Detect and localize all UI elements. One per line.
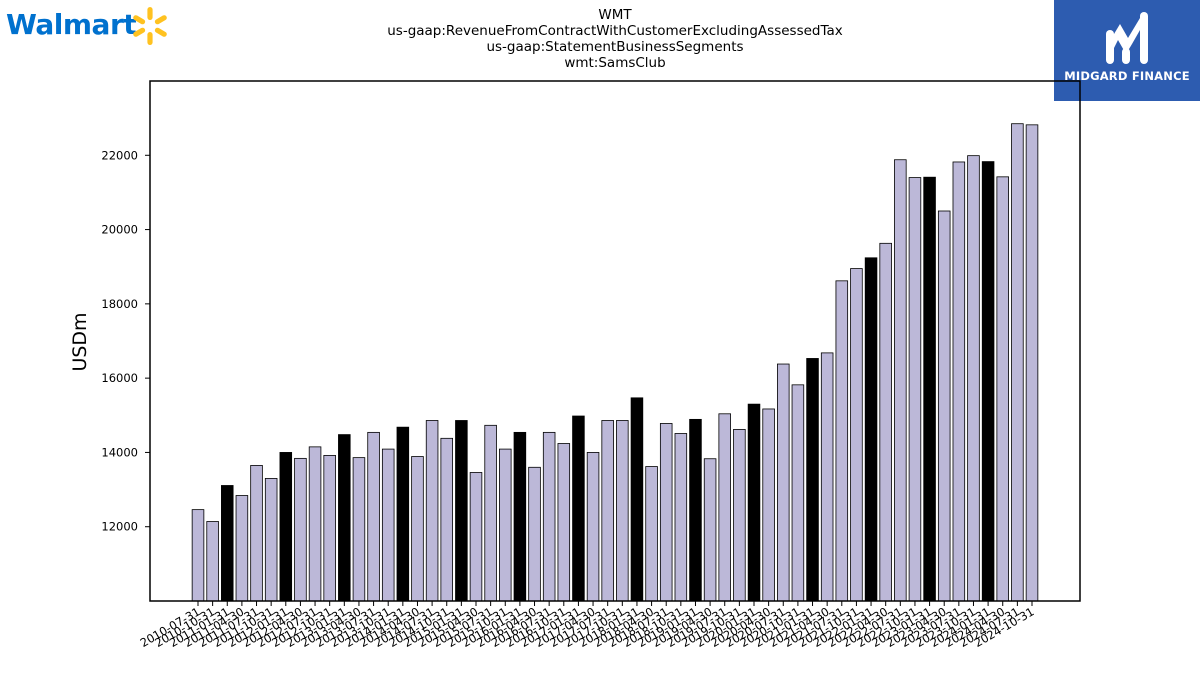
y-tick-label: 18000 — [101, 297, 138, 311]
x-axis: 2010-07-312010-10-312011-01-312011-04-30… — [138, 601, 1037, 650]
plot-frame — [149, 80, 1081, 602]
bar-2018-07-31 — [659, 423, 673, 602]
y-tick-label: 14000 — [101, 445, 138, 459]
bar-2014-04-30 — [411, 456, 424, 602]
bar-2011-04-30 — [235, 495, 249, 602]
bar-2010-07-31 — [191, 509, 205, 602]
y-tick-label: 22000 — [101, 148, 138, 162]
bar-2012-01-31 — [279, 452, 293, 602]
bar-2016-07-31 — [542, 431, 556, 602]
bar-2022-10-31 — [908, 177, 922, 602]
y-axis-label: USDm — [69, 312, 91, 371]
bar-2017-01-31 — [572, 415, 585, 602]
bar-2024-07-31 — [1011, 123, 1024, 602]
bar-2019-01-31 — [689, 418, 702, 602]
bar-2020-10-31 — [791, 384, 805, 602]
bar-2017-04-30 — [586, 452, 600, 602]
bar-2018-04-30 — [645, 466, 658, 602]
bar-2014-10-31 — [440, 437, 453, 602]
bar-2022-04-30 — [879, 242, 892, 602]
bar-2023-01-31 — [923, 176, 936, 602]
bar-2010-10-31 — [206, 521, 219, 602]
chart-title-line-3: us-gaap:StatementBusinessSegments — [486, 39, 744, 55]
bar-2015-01-31 — [455, 420, 468, 602]
bar-2015-10-31 — [499, 448, 512, 602]
bar-2012-07-31 — [308, 446, 322, 602]
bar-2015-04-30 — [469, 472, 483, 602]
y-tick-label: 12000 — [101, 520, 138, 534]
bar-2017-07-31 — [601, 420, 614, 602]
chart-title: WMT us-gaap:RevenueFromContractWithCusto… — [0, 7, 1200, 71]
y-tick-label: 16000 — [101, 371, 138, 385]
chart-title-line-2: us-gaap:RevenueFromContractWithCustomerE… — [387, 23, 843, 39]
walmart-wordmark: Walmart — [6, 8, 137, 41]
bar-2017-10-31 — [616, 420, 629, 602]
bar-2023-07-31 — [952, 161, 966, 602]
bars-group — [191, 123, 1039, 602]
bar-2024-10-31 — [1025, 124, 1039, 602]
bar-2016-10-31 — [557, 443, 571, 602]
bar-2020-07-31 — [777, 363, 790, 602]
bar-2013-04-30 — [352, 457, 366, 602]
bar-2016-04-30 — [528, 466, 541, 602]
bar-2019-04-30 — [703, 458, 717, 602]
bar-2020-01-31 — [747, 403, 761, 602]
bar-2013-10-31 — [381, 448, 395, 602]
bar-2019-07-31 — [718, 413, 731, 602]
bar-2021-07-31 — [835, 280, 849, 602]
bar-2015-07-31 — [484, 424, 497, 602]
midgard-finance-logo: MIDGARD FINANCE — [1054, 0, 1200, 101]
bar-2024-01-31 — [981, 161, 995, 602]
bar-2022-07-31 — [894, 159, 907, 602]
bar-2011-07-31 — [250, 465, 263, 602]
bar-2023-04-30 — [937, 210, 951, 602]
midgard-mark-icon — [1106, 12, 1148, 64]
bar-2018-01-31 — [630, 397, 644, 602]
y-tick-label: 20000 — [101, 223, 138, 237]
bar-2020-04-30 — [762, 408, 775, 602]
bar-2014-01-31 — [396, 426, 410, 602]
bar-2022-01-31 — [864, 257, 878, 602]
bar-2014-07-31 — [425, 420, 439, 602]
bar-2011-01-31 — [221, 485, 234, 602]
midgard-wordmark: MIDGARD FINANCE — [1064, 69, 1190, 83]
bar-2013-01-31 — [338, 434, 351, 602]
chart-title-line-1: WMT — [598, 7, 632, 23]
walmart-spark-icon — [133, 7, 167, 45]
bar-2024-04-30 — [996, 176, 1009, 602]
bar-2021-10-31 — [850, 268, 863, 602]
bar-2019-10-31 — [733, 428, 746, 602]
bar-2023-10-31 — [967, 155, 980, 602]
bar-2013-07-31 — [367, 431, 380, 602]
walmart-logo: Walmart — [4, 4, 174, 46]
bar-2012-10-31 — [323, 454, 336, 602]
bar-2012-04-30 — [294, 457, 307, 602]
bar-2018-10-31 — [674, 433, 688, 602]
chart-title-line-4: wmt:SamsClub — [564, 55, 666, 71]
bar-2021-04-30 — [820, 352, 834, 602]
bar-2011-10-31 — [264, 478, 278, 602]
y-axis: 12000 14000 16000 18000 20000 22000 — [101, 148, 150, 534]
bar-2021-01-31 — [806, 358, 819, 602]
bar-2016-01-31 — [513, 431, 527, 602]
